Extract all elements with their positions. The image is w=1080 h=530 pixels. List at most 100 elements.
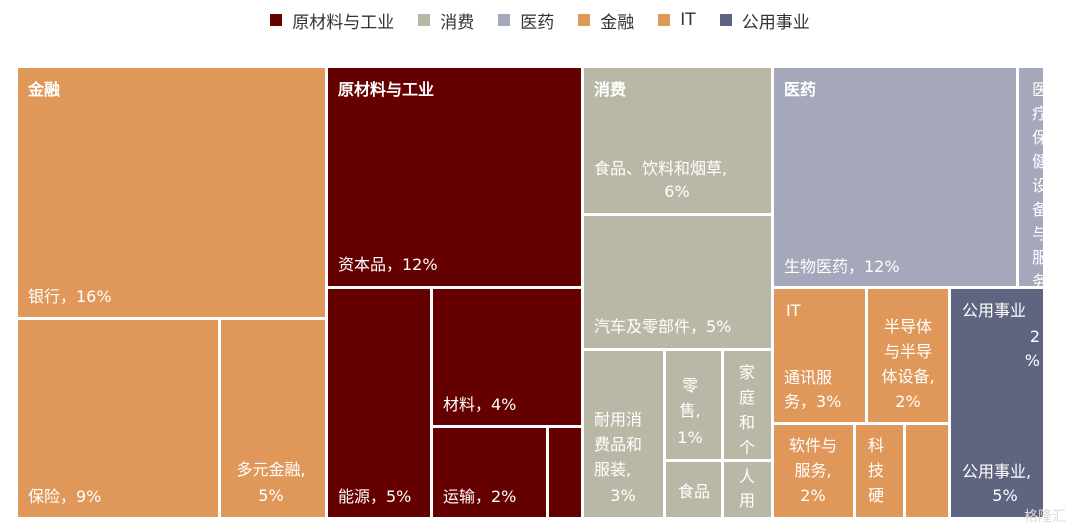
tile-label: 家 [739,363,755,382]
sector-label: 原材料与工业 [338,80,434,99]
tile-it-small [906,425,948,517]
legend-label: IT [680,10,696,30]
tile-semiconductors [868,289,948,422]
tile-label: 半导体 [884,317,932,336]
tile-label: 能源，5% [338,487,411,506]
tile-label: 务 [1032,272,1048,291]
tile-food-beverage [584,68,771,213]
tile-household [724,351,771,459]
tile-transport [433,428,546,517]
legend-swatch [418,14,431,26]
tile-food-staples [666,462,721,517]
tile-label: 硬 [868,486,884,505]
tile-insurance [18,320,218,517]
tile-bank [18,68,325,317]
tile-label: IT [786,301,801,320]
tile-label: 资本品，12% [338,255,438,274]
tile-label: 健 [1032,152,1048,171]
tile-healthcare-equipment [1019,68,1043,286]
chart-legend: 原材料与工业 消费 医药 金融 IT 公用事业 [0,0,1080,40]
sector-label: 消费 [594,80,626,99]
legend-label: 原材料与工业 [292,12,395,33]
tile-auto-parts [584,216,771,348]
tile-label: 疗 [1032,104,1048,123]
tile-label: 用 [739,491,755,510]
tile-label: 医 [1032,80,1048,99]
tile-label: 公用事业, [962,462,1031,481]
legend-label: 金融 [600,12,635,33]
tile-consumer-small [724,462,771,517]
tile-label: 公用事业 [962,301,1026,320]
legend-swatch [498,14,511,26]
legend-swatch [658,14,671,26]
tile-biopharma [774,68,1016,286]
legend-label: 公用事业 [741,12,810,33]
tile-label: 通讯服 [784,368,832,387]
tile-tech-hardware [856,425,903,517]
tile-label: 耐用消 [594,410,642,429]
watermark: 格隆汇 [1024,509,1066,525]
tile-label: 备 [1032,200,1048,219]
sector-label: 医药 [784,80,816,99]
tile-label: 银行，16% [28,287,112,306]
sector-label: 金融 [27,80,60,99]
tile-label: 与 [1032,224,1048,243]
tile-label: 2% [895,392,920,411]
tile-materials [433,289,581,425]
tile-label: % [1025,351,1040,370]
tile-label: 材料，4% [443,395,516,414]
tile-label: 保险，9% [28,487,101,506]
tile-label: 保 [1032,128,1048,147]
tile-industry-small [549,428,581,517]
tile-diversified-finance [221,320,325,517]
tile-label: 生物医药，12% [784,257,900,276]
legend-swatch [270,14,283,26]
tile-durables-apparel [584,351,663,517]
tile-label: 人 [739,467,755,486]
tile-label: 6% [664,182,689,201]
tile-label: 软件与 [789,436,837,455]
legend-label: 医药 [520,12,555,33]
tile-label: 科 [868,436,884,455]
tile-label: 技 [868,461,884,480]
tile-label: 费品和 [594,435,642,454]
tile-utilities [951,289,1043,517]
tile-label: 2% [800,486,825,505]
tile-software [774,425,853,517]
tile-energy [328,289,430,517]
tile-label: 庭 [739,388,755,407]
tile-label: 服务, [794,461,831,480]
tile-label: 多元金融, [236,460,305,479]
legend-item-pharma: 医药 [498,8,554,33]
tile-retail [666,351,721,459]
tile-label: 5% [258,486,283,505]
legend-item-consumer: 消费 [418,8,474,33]
tile-label: 服装, [594,460,631,479]
legend-item-finance: 金融 [578,8,634,33]
tile-label: 1% [677,428,702,447]
legend-item-it: IT [658,10,696,30]
tile-label: 务，3% [784,392,841,411]
legend-item-utilities: 公用事业 [719,8,810,33]
tile-label: 汽车及零部件，5% [594,317,731,336]
tile-label: 食品 [678,482,710,501]
tile-label: 食品、饮料和烟草, [594,159,727,178]
legend-item-materials: 原材料与工业 [270,8,394,33]
tile-capital-goods [328,68,581,286]
tile-label: 和 [739,413,755,432]
tile-label: 体设备, [881,367,934,386]
legend-swatch [719,14,732,26]
tile-label: 个 [739,438,755,457]
tile-telecom [774,289,865,422]
tile-label: 与半导 [884,342,932,361]
tile-label: 运输，2% [443,487,516,506]
tile-label: 服 [1032,248,1048,267]
legend-label: 消费 [440,12,475,33]
tile-label: 3% [610,486,635,505]
tile-label: 设 [1032,176,1048,195]
tile-label: 零 [682,376,698,395]
tile-label: 2 [1030,327,1040,346]
tile-label: 售, [679,401,700,420]
tile-label: 5% [992,486,1017,505]
